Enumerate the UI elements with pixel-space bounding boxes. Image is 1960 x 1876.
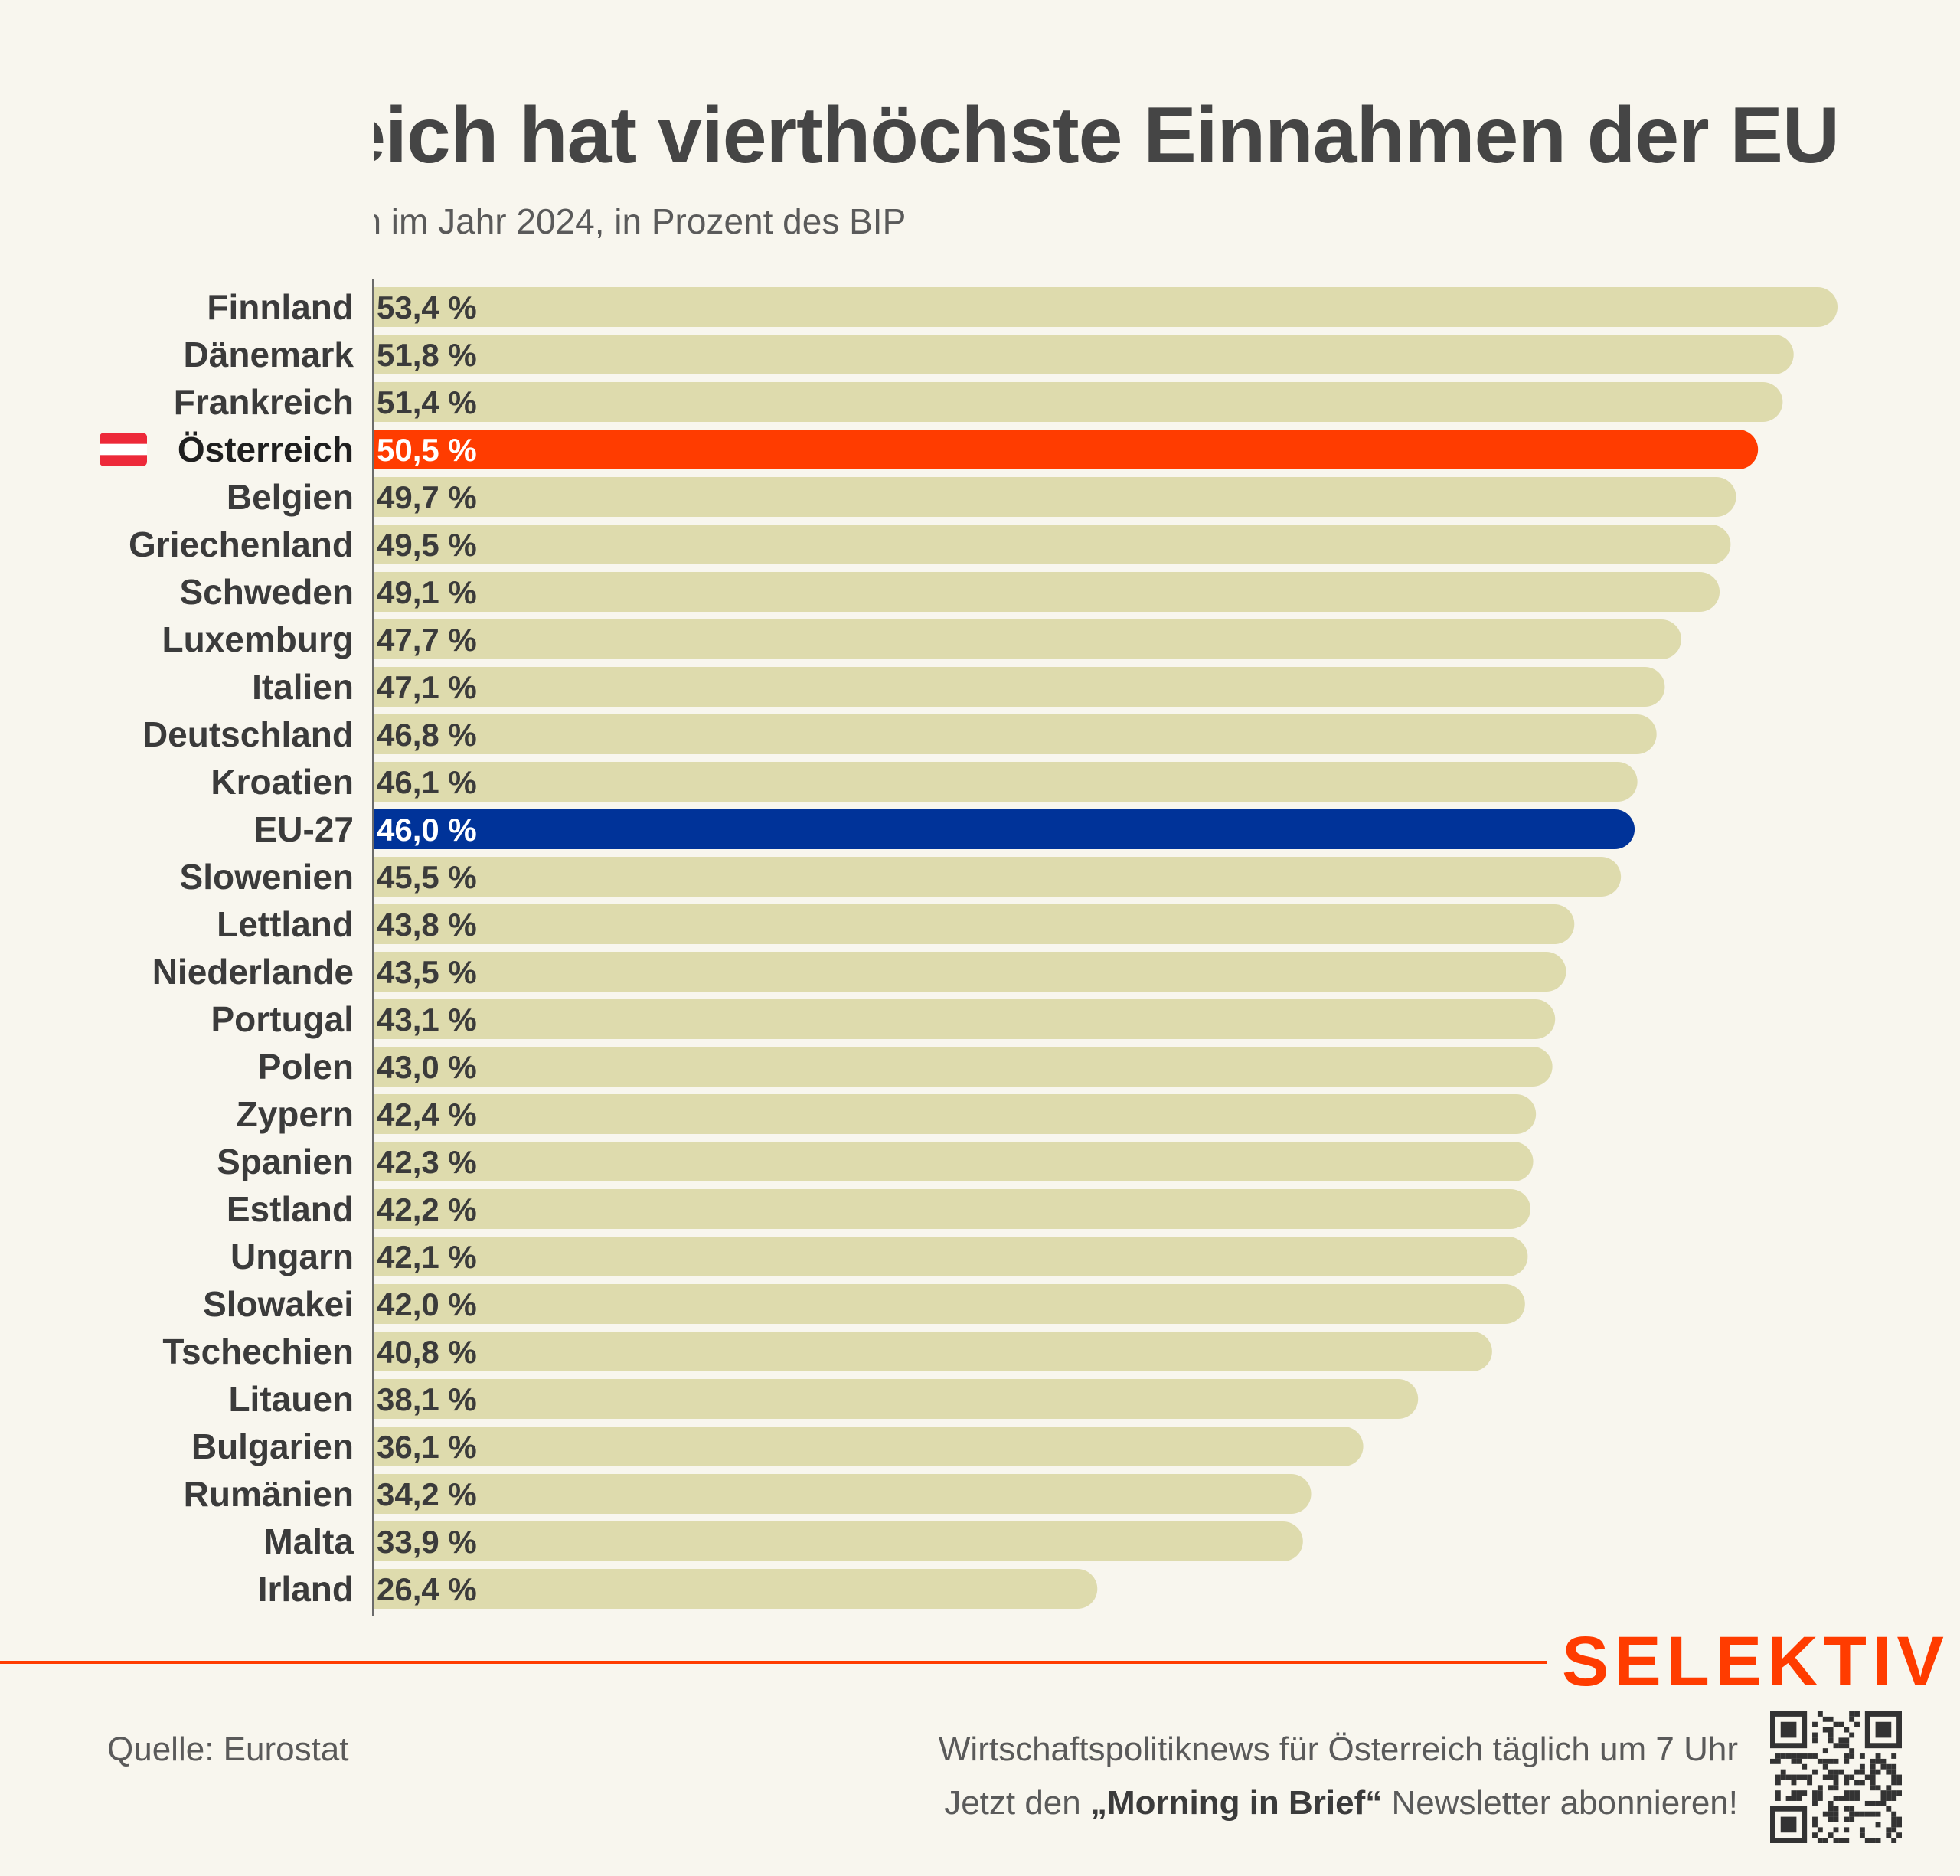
bar-value-label: 49,7 %	[377, 479, 477, 515]
bar-value-label: 43,1 %	[377, 1002, 477, 1038]
bar-value-label: 47,7 %	[377, 622, 477, 658]
bar-4	[354, 477, 1736, 517]
bar-25	[354, 1474, 1312, 1514]
category-label: EU-27	[254, 809, 354, 849]
bar-value-label: 26,4 %	[377, 1571, 477, 1607]
bar-20	[354, 1237, 1528, 1276]
bar-value-label: 46,0 %	[377, 812, 477, 848]
bar-13	[354, 904, 1575, 944]
bar-22	[354, 1332, 1492, 1371]
bar-value-label: 46,1 %	[377, 764, 477, 800]
bar-value-label: 42,0 %	[377, 1286, 477, 1322]
bar-value-label: 42,3 %	[377, 1144, 477, 1180]
source-note: Quelle: Eurostat	[107, 1731, 349, 1768]
bar-value-label: 47,1 %	[377, 669, 477, 705]
bar-11	[354, 809, 1635, 849]
bar-27	[354, 1569, 1098, 1609]
category-label: Malta	[263, 1521, 354, 1561]
bar-value-label: 33,9 %	[377, 1524, 477, 1560]
bar-2	[354, 382, 1783, 422]
bar-value-label: 49,1 %	[377, 574, 477, 610]
category-label: Frankreich	[174, 382, 354, 422]
bar-16	[354, 1047, 1553, 1087]
category-label: Griechenland	[129, 525, 354, 564]
category-label: Lettland	[217, 904, 354, 944]
category-label: Litauen	[228, 1379, 354, 1419]
category-label: Spanien	[217, 1142, 354, 1181]
bar-24	[354, 1427, 1364, 1466]
category-label: Tschechien	[162, 1332, 354, 1371]
bar-value-label: 45,5 %	[377, 859, 477, 895]
category-label: Ungarn	[230, 1237, 354, 1276]
qr-code-icon[interactable]	[1770, 1711, 1902, 1843]
footer-divider	[0, 1661, 1547, 1664]
bar-value-label: 43,0 %	[377, 1049, 477, 1085]
bar-value-label: 46,8 %	[377, 717, 477, 753]
austria-flag-icon	[100, 433, 147, 466]
bar-10	[354, 762, 1638, 802]
brand-logo: SELEKTIV	[1562, 1623, 1949, 1701]
bar-value-label: 49,5 %	[377, 527, 477, 563]
bar-9	[354, 714, 1657, 754]
category-label: Luxemburg	[162, 619, 354, 659]
bar-value-label: 42,4 %	[377, 1097, 477, 1132]
bar-value-label: 42,1 %	[377, 1239, 477, 1275]
category-label: Dänemark	[184, 335, 354, 374]
bar-value-label: 43,5 %	[377, 954, 477, 990]
bar-3	[354, 430, 1759, 469]
bar-value-label: 43,8 %	[377, 907, 477, 943]
bar-value-label: 51,8 %	[377, 337, 477, 373]
promo-line-2-post: Newsletter abonnieren!	[1382, 1784, 1739, 1822]
category-label: Niederlande	[152, 952, 354, 992]
bar-6	[354, 572, 1720, 612]
bar-23	[354, 1379, 1419, 1419]
category-label: Italien	[252, 667, 354, 707]
bar-value-label: 50,5 %	[377, 432, 477, 468]
bar-value-label: 51,4 %	[377, 384, 477, 420]
promo-line-1: Wirtschaftspolitiknews für Österreich tä…	[938, 1731, 1738, 1768]
category-label: Österreich	[178, 430, 354, 469]
bar-26	[354, 1521, 1303, 1561]
bar-value-label: 38,1 %	[377, 1381, 477, 1417]
category-label: Slowenien	[180, 857, 354, 897]
promo-newsletter-name: „Morning in Brief“	[1089, 1784, 1383, 1822]
bar-chart: 53,4 % Finnland 51,8 % Dänemark 51,4 % Frankr…	[100, 279, 1838, 1616]
chart-title: Österreich hat vierthöchste Einnahmen de…	[107, 91, 1840, 180]
bar-7	[354, 619, 1681, 659]
bar-value-label: 53,4 %	[377, 289, 477, 325]
bar-5	[354, 525, 1731, 564]
category-label: Rumänien	[184, 1474, 354, 1514]
category-label: Irland	[258, 1569, 354, 1609]
category-label: Slowakei	[203, 1284, 354, 1324]
category-label: Bulgarien	[191, 1427, 354, 1466]
bar-14	[354, 952, 1566, 992]
category-label: Belgien	[227, 477, 354, 517]
category-label: Schweden	[179, 572, 354, 612]
category-label: Portugal	[211, 999, 354, 1039]
bar-17	[354, 1094, 1537, 1134]
category-label: Deutschland	[142, 714, 354, 754]
category-label: Kroatien	[211, 762, 354, 802]
bar-value-label: 36,1 %	[377, 1429, 477, 1465]
category-label: Zypern	[237, 1094, 354, 1134]
bar-19	[354, 1189, 1530, 1229]
category-label: Finnland	[207, 287, 354, 327]
bar-value-label: 40,8 %	[377, 1334, 477, 1370]
category-label: Estland	[227, 1189, 354, 1229]
bar-1	[354, 335, 1794, 374]
promo-line-2-pre: Jetzt den	[944, 1784, 1090, 1822]
bar-8	[354, 667, 1665, 707]
category-label: Polen	[258, 1047, 354, 1087]
promo-line-2: Jetzt den „Morning in Brief“ Newsletter …	[944, 1784, 1738, 1822]
bar-18	[354, 1142, 1534, 1181]
bar-21	[354, 1284, 1525, 1324]
bar-value-label: 42,2 %	[377, 1191, 477, 1227]
bar-0	[354, 287, 1838, 327]
bar-15	[354, 999, 1556, 1039]
bar-12	[354, 857, 1622, 897]
bar-value-label: 34,2 %	[377, 1476, 477, 1512]
